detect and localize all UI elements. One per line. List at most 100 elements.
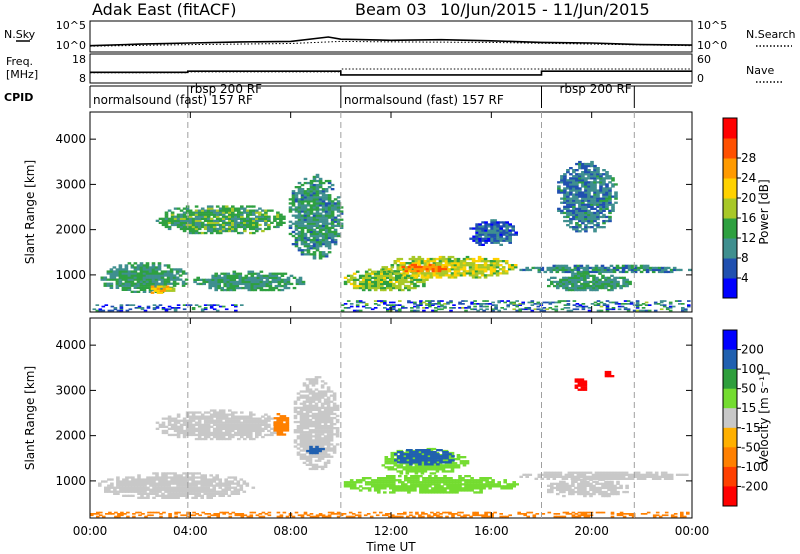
rti-cell bbox=[343, 280, 348, 284]
rti-cell bbox=[599, 203, 603, 206]
rti-cell bbox=[206, 425, 211, 428]
rti-cell bbox=[609, 270, 614, 274]
rti-cell bbox=[563, 173, 567, 176]
rti-cell bbox=[358, 282, 363, 286]
rti-cell bbox=[477, 255, 482, 259]
rti-cell bbox=[185, 419, 190, 422]
rti-cell bbox=[477, 276, 482, 279]
rti-cell bbox=[264, 215, 268, 218]
rti-cell bbox=[122, 494, 126, 497]
rti-cell bbox=[483, 266, 488, 269]
rti-cell bbox=[206, 215, 211, 218]
rti-cell bbox=[556, 280, 560, 284]
rti-cell bbox=[321, 194, 326, 197]
rti-cell bbox=[191, 231, 196, 235]
rti-cell bbox=[107, 486, 111, 489]
rti-cell bbox=[410, 276, 414, 279]
rti-cell bbox=[265, 280, 270, 284]
rti-cell bbox=[398, 278, 402, 281]
rti-cell bbox=[288, 198, 293, 201]
rti-cell bbox=[563, 175, 567, 178]
rti-cell bbox=[215, 423, 220, 426]
rti-cell bbox=[148, 278, 153, 281]
rti-cell bbox=[332, 408, 337, 411]
rti-cell bbox=[173, 490, 177, 493]
rti-cell bbox=[416, 475, 420, 478]
rti-cell bbox=[489, 264, 494, 267]
rti-cell bbox=[459, 262, 464, 265]
rti-cell bbox=[577, 286, 581, 290]
rti-cell bbox=[309, 232, 314, 236]
rti-cell bbox=[464, 485, 468, 488]
rti-cell bbox=[227, 494, 232, 497]
rti-cell bbox=[308, 408, 313, 411]
rti-cell bbox=[596, 215, 600, 219]
rti-cell bbox=[131, 304, 136, 306]
rti-cell bbox=[206, 227, 211, 231]
rti-cell bbox=[306, 245, 311, 248]
rti-cell bbox=[355, 301, 360, 304]
rti-cell bbox=[246, 211, 250, 214]
rti-cell bbox=[610, 274, 614, 277]
rti-cell bbox=[478, 233, 482, 236]
rti-cell bbox=[231, 209, 235, 212]
rti-cell bbox=[490, 223, 494, 226]
rti-cell bbox=[252, 423, 256, 426]
rti-cell bbox=[495, 264, 500, 267]
rti-cell bbox=[569, 213, 573, 217]
rti-cell bbox=[425, 307, 429, 309]
rti-cell bbox=[194, 231, 199, 235]
rti-cell bbox=[139, 278, 144, 281]
rti-cell bbox=[572, 189, 576, 192]
rti-cell bbox=[335, 431, 340, 434]
rti-cell bbox=[279, 433, 284, 436]
rti-cell bbox=[280, 288, 285, 292]
rti-cell bbox=[605, 201, 609, 204]
rti-cell bbox=[161, 496, 165, 499]
rti-cell bbox=[221, 482, 225, 485]
rti-cell bbox=[279, 427, 284, 430]
rti-cell bbox=[164, 486, 168, 489]
rti-cell bbox=[396, 466, 401, 469]
rti-cell bbox=[318, 224, 323, 227]
rti-cell bbox=[380, 270, 384, 273]
rti-cell bbox=[479, 485, 483, 488]
rti-cell bbox=[536, 303, 541, 305]
rti-cell bbox=[590, 303, 595, 305]
rti-cell bbox=[294, 238, 299, 242]
rti-cell bbox=[312, 232, 317, 236]
rti-cell bbox=[122, 482, 126, 485]
rti-cell bbox=[318, 230, 323, 234]
rti-cell bbox=[279, 417, 284, 420]
rti-cell bbox=[458, 303, 462, 305]
rti-cell bbox=[172, 268, 177, 271]
rti-cell bbox=[170, 213, 175, 216]
rti-cell bbox=[599, 175, 603, 178]
rti-cell bbox=[496, 233, 500, 236]
rti-cell bbox=[203, 411, 208, 414]
rti-cell bbox=[249, 211, 253, 214]
rti-cell bbox=[407, 288, 411, 292]
rti-cell bbox=[176, 413, 181, 416]
rti-cell bbox=[296, 447, 301, 450]
rti-cell bbox=[327, 251, 332, 254]
rti-cell bbox=[136, 266, 141, 269]
rti-cell bbox=[602, 199, 606, 202]
rti-cell bbox=[330, 208, 335, 211]
rti-cell bbox=[224, 488, 228, 491]
rti-cell bbox=[309, 179, 314, 183]
rti-cell bbox=[393, 270, 398, 273]
rti-cell bbox=[317, 392, 322, 395]
rti-cell bbox=[574, 278, 578, 281]
rti-cell bbox=[121, 288, 126, 291]
rti-cell bbox=[305, 439, 310, 442]
rti-cell bbox=[569, 185, 573, 188]
rti-cell bbox=[297, 214, 302, 217]
rti-cell bbox=[642, 264, 647, 267]
rti-cell bbox=[413, 265, 418, 269]
rti-cell bbox=[474, 276, 479, 279]
rti-cell bbox=[209, 496, 213, 499]
rti-cell bbox=[194, 494, 198, 497]
rti-cell bbox=[301, 280, 306, 284]
